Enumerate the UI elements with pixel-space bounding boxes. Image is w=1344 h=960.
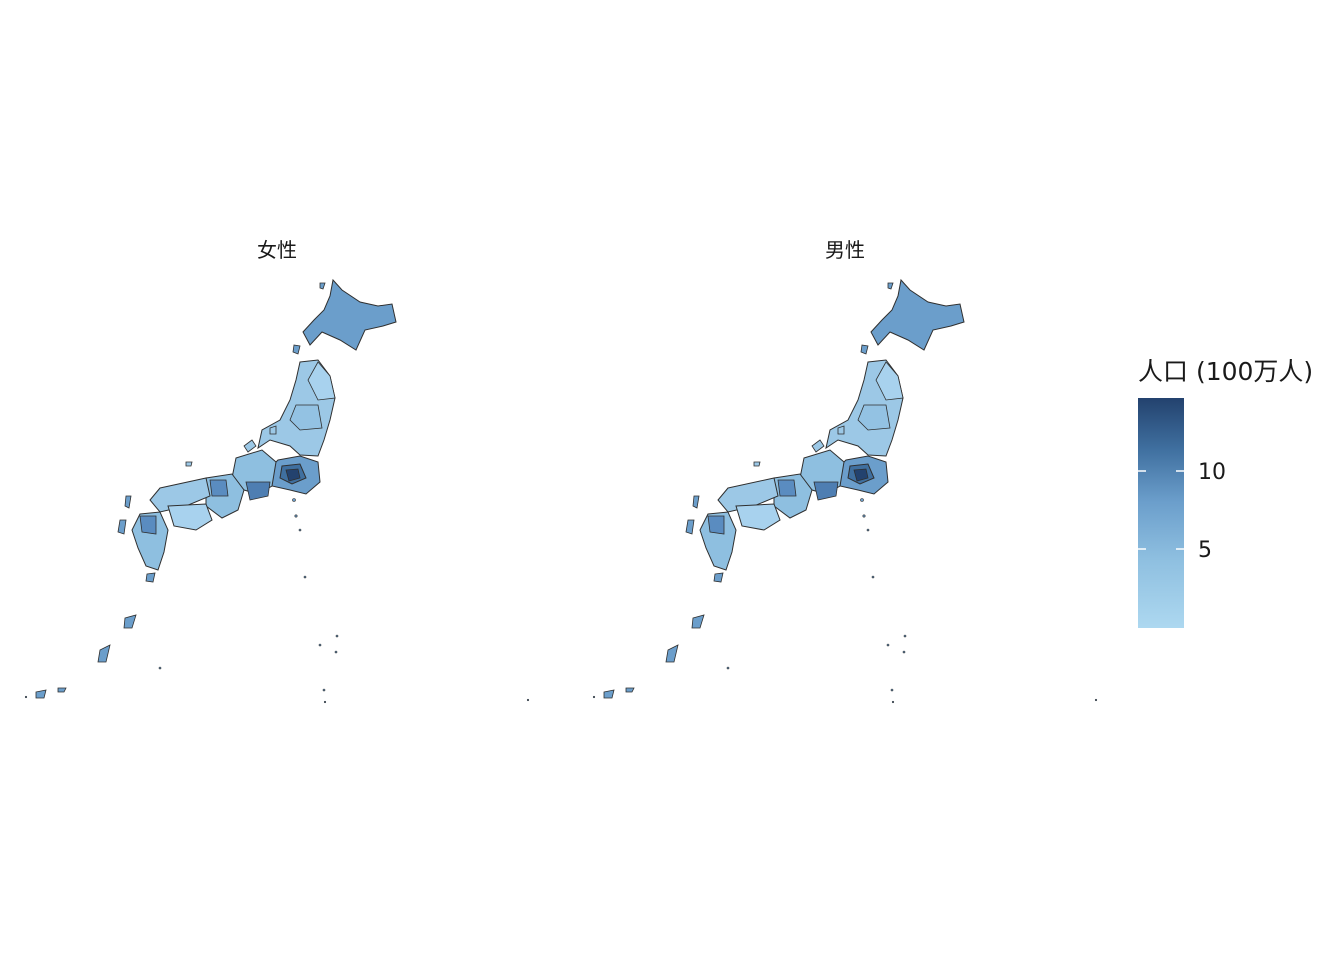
- panel-title-male: 男性: [825, 238, 865, 262]
- legend-title: 人口 (100万人): [1138, 357, 1313, 386]
- panel-title-female: 女性: [257, 238, 297, 262]
- legend-tick-label-10: 10: [1198, 460, 1226, 485]
- color-legend: 人口 (100万人) 10 5: [1138, 357, 1313, 628]
- map-panel-female: 女性: [24, 238, 530, 704]
- map-panel-male: 男性: [592, 238, 1098, 704]
- legend-tick-label-5: 5: [1198, 538, 1212, 563]
- japan-map-female: [24, 279, 530, 704]
- legend-colorbar: [1138, 398, 1184, 628]
- japan-map-male: [592, 279, 1098, 704]
